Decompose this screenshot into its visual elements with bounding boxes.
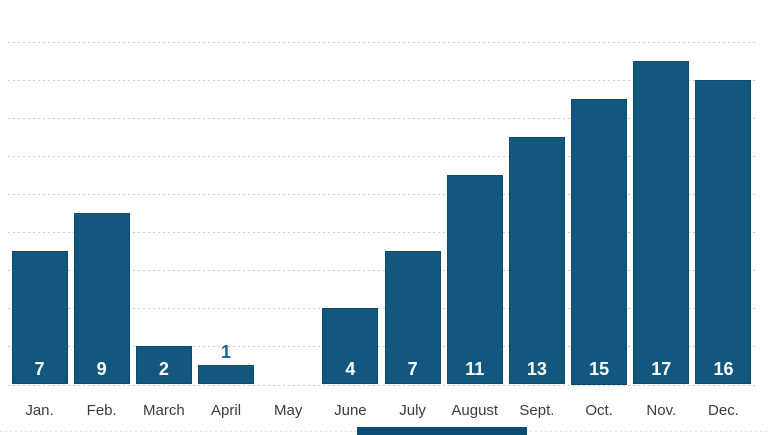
x-axis-label-dec: Dec. — [708, 402, 739, 419]
gridline-y10 — [8, 194, 757, 195]
value-label: 9 — [96, 358, 107, 379]
bar-march[interactable] — [135, 346, 192, 385]
gridline-y2 — [8, 346, 757, 348]
value-label: 16 — [713, 358, 734, 379]
value-label: 2 — [158, 358, 169, 379]
x-axis-label-april: April — [211, 402, 242, 419]
value-label: 7 — [34, 358, 45, 379]
gridline-y8 — [8, 232, 757, 234]
bar-april[interactable] — [198, 365, 255, 385]
value-label: 15 — [589, 358, 610, 379]
x-axis-label-march: March — [143, 402, 185, 419]
cropped-footer-element — [357, 427, 527, 435]
x-axis-label-june: June — [334, 402, 367, 419]
bar-june[interactable] — [322, 308, 379, 385]
value-label: 1 — [221, 342, 232, 363]
x-axis-label-sept: Sept. — [519, 402, 555, 419]
value-label: 7 — [407, 358, 418, 379]
value-label: 17 — [651, 358, 672, 379]
x-axis-label-may: May — [274, 402, 303, 419]
value-label: 13 — [526, 358, 547, 379]
value-label: 11 — [465, 358, 485, 379]
x-axis-label-oct: Oct. — [585, 402, 613, 419]
x-axis-label-nov: Nov. — [646, 402, 677, 419]
x-axis-label-july: July — [399, 402, 426, 419]
x-axis-label-august: August — [451, 402, 499, 419]
gridline-y14 — [8, 117, 757, 119]
bar-dec[interactable] — [695, 79, 752, 385]
gridline-y16 — [8, 79, 757, 81]
gridline-y6 — [8, 270, 757, 272]
x-axis-label-jan: Jan. — [25, 402, 54, 419]
gridline-y4 — [8, 308, 757, 310]
bar-nov[interactable] — [633, 60, 690, 385]
bar-feb[interactable] — [73, 213, 130, 385]
gridline-y0 — [8, 384, 757, 386]
value-label: 4 — [345, 358, 356, 379]
bar-jan[interactable] — [11, 251, 68, 385]
gridline-y12 — [8, 155, 757, 157]
bar-sept[interactable] — [508, 136, 565, 385]
gridline-y18 — [8, 41, 757, 43]
bar-august[interactable] — [446, 174, 503, 385]
bar-oct[interactable] — [571, 98, 628, 385]
x-axis-label-feb: Feb. — [86, 402, 117, 419]
bar-july[interactable] — [384, 251, 441, 385]
